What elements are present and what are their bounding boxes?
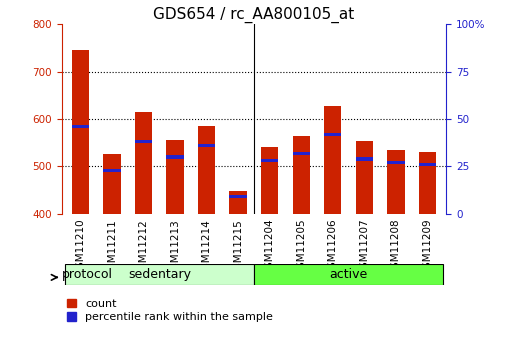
Bar xyxy=(198,144,215,147)
Bar xyxy=(356,141,373,214)
Text: protocol: protocol xyxy=(62,268,113,281)
Bar xyxy=(65,264,254,285)
Title: GDS654 / rc_AA800105_at: GDS654 / rc_AA800105_at xyxy=(153,7,354,23)
Text: sedentary: sedentary xyxy=(128,268,191,281)
Bar xyxy=(135,140,152,144)
Bar xyxy=(292,151,310,155)
Legend: count, percentile rank within the sample: count, percentile rank within the sample xyxy=(67,299,273,322)
Bar xyxy=(387,161,405,164)
Text: active: active xyxy=(329,268,368,281)
Bar xyxy=(254,264,443,285)
Bar xyxy=(261,148,279,214)
Bar xyxy=(198,126,215,214)
Bar xyxy=(324,106,342,214)
Bar xyxy=(324,132,342,136)
Bar xyxy=(419,152,436,214)
Bar xyxy=(72,125,89,128)
Bar xyxy=(135,112,152,214)
Bar xyxy=(229,195,247,198)
Bar xyxy=(103,154,121,214)
Bar xyxy=(387,150,405,214)
Bar xyxy=(419,163,436,166)
Bar xyxy=(261,159,279,162)
Bar xyxy=(103,169,121,172)
Bar xyxy=(166,140,184,214)
Bar xyxy=(72,50,89,214)
Bar xyxy=(292,136,310,214)
Bar xyxy=(229,191,247,214)
Bar xyxy=(166,155,184,159)
Bar xyxy=(356,157,373,160)
